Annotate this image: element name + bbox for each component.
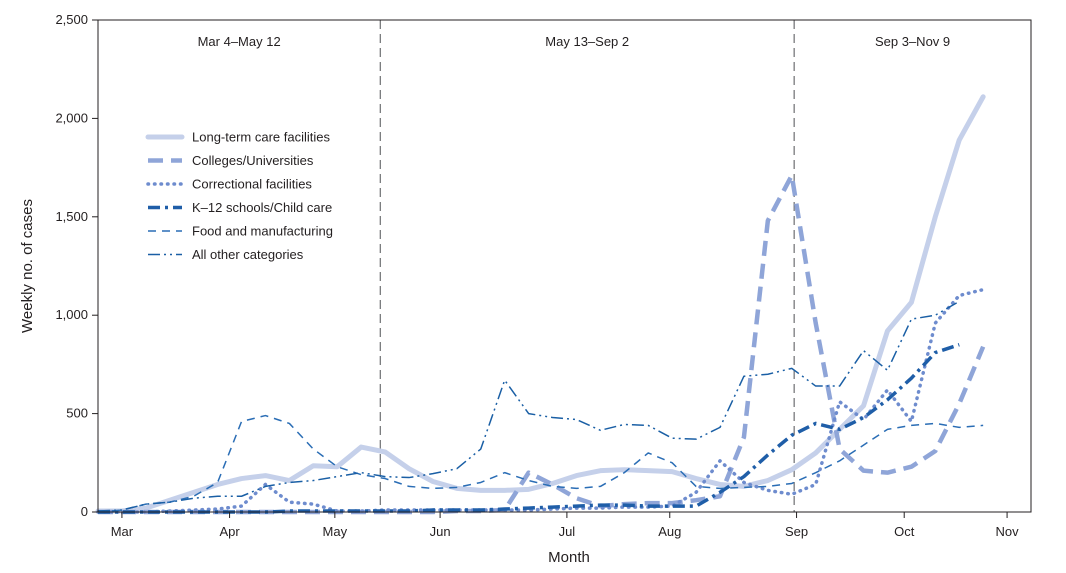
x-tick-label: Sep [785,524,808,539]
x-axis-title: Month [548,549,590,566]
legend-label: Food and manufacturing [192,224,333,239]
x-tick-label: May [323,524,348,539]
legend-label: Colleges/Universities [192,153,314,168]
legend-label: Correctional facilities [192,177,312,192]
period-label: May 13–Sep 2 [545,34,629,49]
period-label: Mar 4–May 12 [198,34,281,49]
x-tick-label: Mar [111,524,134,539]
legend-label: Long-term care facilities [192,130,330,145]
x-tick-label: Jun [430,524,451,539]
y-tick-label: 2,500 [55,12,88,27]
y-tick-label: 1,500 [55,209,88,224]
series-line-3 [96,287,985,514]
legend-label: All other categories [192,247,304,262]
y-tick-label: 500 [66,406,88,421]
y-axis-title: Weekly no. of cases [19,199,36,333]
y-tick-label: 0 [81,504,88,519]
x-tick-label: Nov [996,524,1020,539]
x-tick-label: Apr [219,524,240,539]
x-tick-label: Oct [894,524,915,539]
x-tick-label: Aug [658,524,681,539]
plot-frame [97,19,1032,513]
period-label: Sep 3–Nov 9 [875,34,950,49]
series-line-5 [97,414,984,513]
y-tick-label: 2,000 [55,110,88,125]
y-tick-label: 1,000 [55,307,88,322]
series-line-6 [97,300,960,512]
x-tick-label: Jul [559,524,576,539]
legend-label: K–12 schools/Child care [192,200,332,215]
